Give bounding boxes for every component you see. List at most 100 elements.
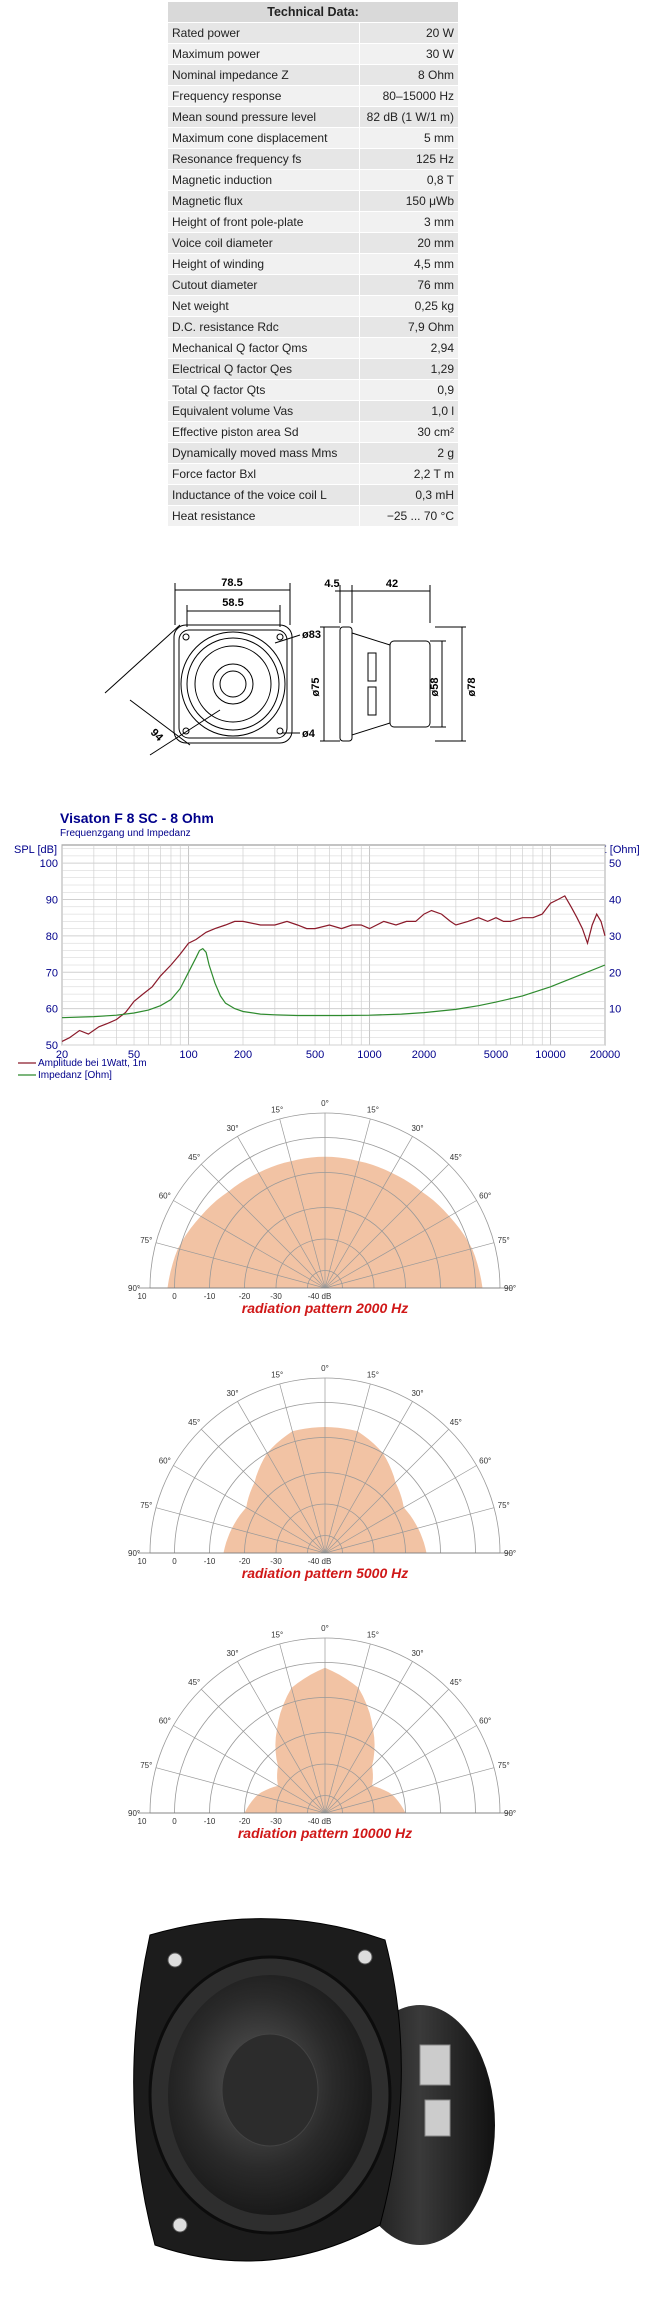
polar-plot-10000hz: 0°15° 15°30° 30°45° 45°60° 60°75° 75°90° 90°10… bbox=[128, 1625, 516, 1825]
spec-row: Voice coil diameter 20 mm bbox=[168, 232, 458, 254]
spec-label: Maximum cone displacement bbox=[168, 127, 360, 149]
spec-title: Technical Data: bbox=[168, 2, 458, 23]
polar-angle-label: 0° bbox=[321, 1365, 329, 1373]
polar-db-label: 10 bbox=[138, 1557, 147, 1565]
spec-value: 30 W bbox=[359, 43, 458, 65]
spec-value: 125 Hz bbox=[359, 148, 458, 170]
polar-spoke bbox=[279, 1643, 326, 1814]
dim-magnet: ø58 bbox=[429, 678, 441, 697]
polar-angle-label: 15° bbox=[271, 1630, 283, 1639]
polar-db-label: -10 bbox=[204, 1817, 216, 1825]
x-tick-label: 100 bbox=[179, 1049, 197, 1061]
polar-spoke bbox=[279, 1383, 326, 1554]
spec-value: 20 mm bbox=[359, 232, 458, 254]
spec-row: Force factor Bxl 2,2 T m bbox=[168, 463, 458, 485]
polar-db-label: -40 dB bbox=[308, 1557, 332, 1565]
y-tick-label-right: 40 bbox=[609, 895, 621, 907]
polar-spoke bbox=[173, 1465, 326, 1554]
x-tick-label: 5000 bbox=[484, 1049, 508, 1061]
polar-spoke bbox=[201, 1689, 326, 1814]
spec-label: Electrical Q factor Qes bbox=[168, 358, 360, 380]
polar-angle-label: 75° bbox=[140, 1236, 152, 1245]
spec-value: 0,9 bbox=[359, 379, 458, 401]
y-axis-label-left: SPL [dB] bbox=[14, 844, 57, 856]
spec-value: 80–15000 Hz bbox=[359, 85, 458, 107]
polar-angle-label: 30° bbox=[226, 1124, 238, 1133]
spec-row: Electrical Q factor Qes 1,29 bbox=[168, 358, 458, 380]
chart-title: Visaton F 8 SC - 8 Ohm bbox=[60, 810, 214, 826]
x-tick-label: 1000 bbox=[357, 1049, 381, 1061]
polar-angle-label: 0° bbox=[321, 1100, 329, 1108]
polar-spoke bbox=[324, 1401, 413, 1554]
spec-label: Magnetic induction bbox=[168, 169, 360, 191]
polar-spoke bbox=[155, 1242, 326, 1289]
polar-db-label: -30 bbox=[270, 1292, 282, 1300]
polar-angle-label: 60° bbox=[479, 1717, 491, 1726]
polar-db-label: -10 bbox=[204, 1292, 216, 1300]
spec-value: 82 dB (1 W/1 m) bbox=[359, 106, 458, 128]
polar-angle-label: 60° bbox=[159, 1717, 171, 1726]
technical-drawing: 78.5 58.5 ø83 ø4 94 ø75 4.5 42 ø58 ø78 bbox=[104, 577, 478, 756]
spec-row: Dynamically moved mass Mms 2 g bbox=[168, 442, 458, 464]
polar-angle-label: 90° bbox=[504, 1284, 516, 1293]
spec-label: Nominal impedance Z bbox=[168, 64, 360, 86]
y-tick-label-right: 50 bbox=[609, 858, 621, 870]
spec-value: 2,2 T m bbox=[359, 463, 458, 485]
spec-row: Mechanical Q factor Qms 2,94 bbox=[168, 337, 458, 359]
polar-angle-label: 45° bbox=[188, 1153, 200, 1162]
y-axis-label-right: Z [Ohm] bbox=[600, 844, 640, 856]
polar-angle-label: 15° bbox=[367, 1370, 379, 1379]
y-tick-label-right: 30 bbox=[609, 931, 621, 943]
polar-db-label: 0 bbox=[172, 1557, 177, 1565]
spec-label: Heat resistance bbox=[168, 505, 360, 526]
polar-angle-label: 15° bbox=[271, 1370, 283, 1379]
spec-value: 2,94 bbox=[359, 337, 458, 359]
spec-value: 8 Ohm bbox=[359, 64, 458, 86]
spec-value: 1,29 bbox=[359, 358, 458, 380]
polar-spoke bbox=[237, 1661, 326, 1814]
spec-label: Mechanical Q factor Qms bbox=[168, 337, 360, 359]
polar-spoke bbox=[324, 1507, 495, 1554]
spec-value: −25 ... 70 °C bbox=[359, 505, 458, 526]
y-tick-label-right: 20 bbox=[609, 967, 621, 979]
spec-label: Net weight bbox=[168, 295, 360, 317]
polar-angle-label: 30° bbox=[226, 1389, 238, 1398]
polar-spoke bbox=[324, 1661, 413, 1814]
series-line-amplitude bbox=[61, 895, 606, 1042]
polar-spoke bbox=[155, 1507, 326, 1554]
dim-basket: ø78 bbox=[466, 678, 478, 697]
y-tick-label-left: 100 bbox=[40, 858, 58, 870]
spec-label: Mean sound pressure level bbox=[168, 106, 360, 128]
y-tick-label-left: 90 bbox=[46, 895, 58, 907]
polar-db-label: -40 dB bbox=[308, 1292, 332, 1300]
polar-angle-label: 60° bbox=[159, 1457, 171, 1466]
dim-diagonal: 94 bbox=[148, 727, 166, 745]
spec-label: Effective piston area Sd bbox=[168, 421, 360, 443]
spec-row: Total Q factor Qts 0,9 bbox=[168, 379, 458, 401]
spec-row: Inductance of the voice coil L 0,3 mH bbox=[168, 484, 458, 506]
polar-angle-label: 90° bbox=[128, 1549, 140, 1558]
spec-label: Maximum power bbox=[168, 43, 360, 65]
spec-row: Mean sound pressure level 82 dB (1 W/1 m) bbox=[168, 106, 458, 128]
y-tick-label-right: 10 bbox=[609, 1004, 621, 1016]
x-tick-label: 2000 bbox=[412, 1049, 436, 1061]
polar-angle-label: 75° bbox=[498, 1501, 510, 1510]
dim-cutout: ø75 bbox=[310, 678, 322, 697]
dim-width-inner: 58.5 bbox=[222, 597, 243, 609]
spec-row: Heat resistance −25 ... 70 °C bbox=[168, 505, 458, 526]
polar-angle-label: 15° bbox=[367, 1105, 379, 1114]
spec-row: Rated power 20 W bbox=[168, 22, 458, 44]
polar-spoke bbox=[173, 1200, 326, 1289]
polar-spoke bbox=[173, 1725, 326, 1814]
spec-label: D.C. resistance Rdc bbox=[168, 316, 360, 338]
polar-caption-2000hz: radiation pattern 2000 Hz bbox=[241, 1300, 409, 1316]
polar-db-label: -30 bbox=[270, 1557, 282, 1565]
spec-row: Magnetic flux 150 μWb bbox=[168, 190, 458, 212]
spec-value: 76 mm bbox=[359, 274, 458, 296]
legend-label-amplitude: Amplitude bei 1Watt, 1m bbox=[38, 1058, 147, 1069]
spec-label: Voice coil diameter bbox=[168, 232, 360, 254]
polar-spoke bbox=[201, 1164, 326, 1289]
polar-angle-label: 15° bbox=[271, 1105, 283, 1114]
polar-angle-label: 75° bbox=[140, 1761, 152, 1770]
